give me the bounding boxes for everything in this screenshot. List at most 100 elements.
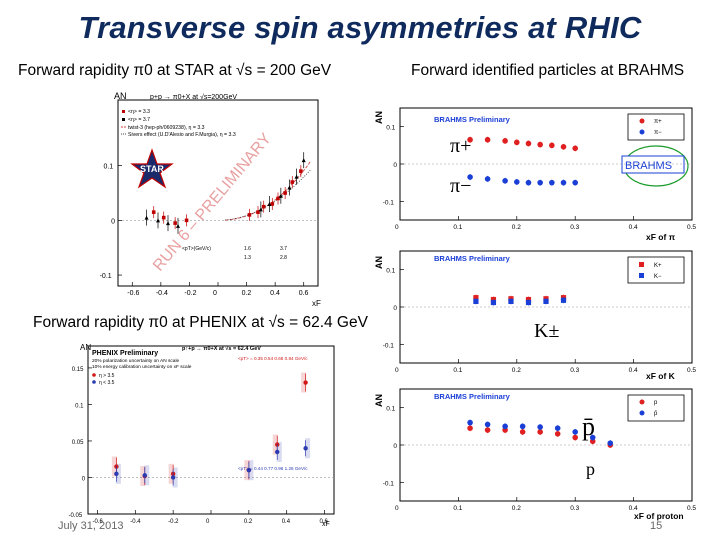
bk-points [473, 294, 567, 306]
star-table-r0c1: 3.7 [280, 246, 287, 252]
phenix-plot: AN PHENIX Preliminary p↑+p → π0+X at √s … [54, 338, 344, 528]
bk-xtick-label: 0.5 [687, 367, 696, 374]
star-plot: AN p+p → π0+X at √s=200GeV <η> = 3.3 <η>… [94, 86, 330, 308]
bp-point [537, 424, 543, 430]
bpi-point [525, 179, 532, 186]
bpi-ytick-label: 0.1 [386, 125, 395, 132]
bpi-point [560, 144, 567, 150]
bp-point [537, 429, 543, 435]
star-xtick-label: -0.6 [127, 290, 139, 297]
star-ylabel: AN [114, 91, 127, 101]
bk-point [490, 299, 497, 306]
star-ytick-label: 0 [111, 218, 115, 225]
bpi-point [502, 138, 508, 144]
bk-point [508, 298, 514, 304]
star-point [278, 193, 283, 198]
bp-label-pbar: p̄ [582, 412, 595, 441]
star-xtick-label: -0.2 [184, 290, 196, 297]
bk-xtick-label: 0.4 [629, 367, 638, 374]
star-point [290, 180, 295, 184]
bpi-point [484, 176, 491, 182]
bp-point [484, 427, 491, 433]
bp-legend-1: p̄ [654, 411, 658, 417]
bk-ylabel: AN [374, 256, 384, 269]
star-table-header: <pT>(GeV/c) [182, 246, 211, 252]
bp-points [467, 419, 614, 448]
bpi-legend-marker-neg [639, 129, 645, 135]
star-point [276, 196, 280, 201]
bpi-point [537, 179, 543, 186]
ph-title: PHENIX Preliminary [92, 350, 158, 357]
bpi-label-pos: π+ [450, 135, 471, 157]
ph-point [114, 471, 119, 477]
bpi-logo-text: BRAHMS [625, 160, 672, 172]
star-xtick-label: 0 [213, 290, 217, 297]
bp-label-p: p [586, 459, 595, 479]
bp-legend-marker-p [639, 399, 645, 405]
ph-ytick-label: 0.15 [72, 367, 84, 373]
ph-point [170, 475, 176, 480]
star-point [176, 223, 180, 228]
ph-points [111, 372, 311, 488]
star-legend-3: Sivers effect (U.D'Alesio and F.Murgia),… [128, 132, 236, 138]
bk-label: K± [534, 320, 559, 342]
bk-xtick-label: 0 [395, 367, 399, 374]
bpi-point [560, 179, 567, 186]
star-xtick-label: 0.6 [299, 290, 309, 297]
ph-ytick-label: 0.05 [72, 440, 84, 446]
bk-point [525, 299, 532, 306]
bpi-point [514, 139, 520, 146]
footer-date: July 31, 2013 [58, 520, 124, 532]
ph-ytick-label: -0.05 [69, 513, 83, 519]
bpi-ytick-label: -0.1 [383, 199, 395, 206]
caption-star: Forward rapidity π0 at STAR at √s = 200 … [18, 62, 332, 79]
star-point [144, 215, 149, 220]
bk-xtick-label: 0.3 [570, 367, 579, 374]
ph-xtick-label: 0.2 [244, 519, 253, 525]
bp-xtick-label: 0.5 [687, 505, 696, 512]
bpi-xtick-label: 0.4 [629, 224, 638, 231]
bp-point [484, 421, 491, 428]
bpi-point [549, 142, 555, 149]
bp-ylabel: AN [374, 394, 384, 407]
ph-legend-0: η > 3.5 [99, 373, 115, 379]
caption-brahms: Forward identified particles at BRAHMS [411, 62, 685, 79]
bpi-point [537, 141, 543, 148]
star-logo: STAR [130, 148, 174, 189]
phenix-svg: AN PHENIX Preliminary p↑+p → π0+X at √s … [69, 343, 335, 528]
brahms-kaon-plot: AN BRAHMS Preliminary K+ K− K± 0 0.1 0.2 0.… [372, 245, 710, 383]
bp-ytick-label: -0.1 [383, 480, 395, 487]
ph-point [246, 467, 252, 473]
bp-xtick-label: 0.2 [512, 505, 521, 512]
ph-point [303, 446, 308, 451]
star-point [151, 210, 156, 214]
star-point [294, 174, 299, 179]
bp-point [607, 440, 614, 446]
bk-legend-marker-pos [639, 262, 644, 267]
bk-title: BRAHMS Preliminary [434, 254, 511, 263]
ph-xtick-label: 0.6 [320, 519, 329, 525]
ph-legend: η > 3.5 η < 3.5 [92, 373, 115, 386]
ph-point [142, 473, 147, 478]
star-point [247, 213, 252, 217]
ph-xtick-label: -0.2 [168, 519, 179, 525]
ph-note-0: 20% polarization uncertainty on AN scale [92, 358, 180, 364]
bp-ytick-label: 0 [393, 443, 397, 450]
page-number: 15 [650, 520, 663, 532]
bpi-legend: π+ π− [627, 113, 685, 141]
bpi-ytick-label: 0 [393, 162, 397, 169]
star-xtick-label: 0.4 [270, 290, 280, 297]
bk-xtick-label: 0.1 [453, 367, 462, 374]
star-point [299, 169, 303, 173]
bp-xlabel: xF of proton [634, 511, 684, 521]
star-ytick-label: -0.1 [100, 273, 112, 280]
star-points [144, 152, 306, 234]
brahms-kaon-svg: AN BRAHMS Preliminary K+ K− K± 0 0.1 0.2 0.… [374, 250, 696, 381]
bp-point [519, 423, 526, 430]
star-point [256, 210, 260, 214]
ph-ytick-label: 0 [82, 476, 86, 482]
bpi-axes: 0 0.1 0.2 0.3 0.4 0.5 0.1 0 -0.1 [383, 125, 697, 231]
brahms-pion-svg: AN BRAHMS Preliminary π+ π− BRAHMS π+ π−… [374, 107, 697, 242]
slide-title: Transverse spin asymmetries at RHIC [78, 10, 642, 45]
bp-point [467, 419, 473, 426]
